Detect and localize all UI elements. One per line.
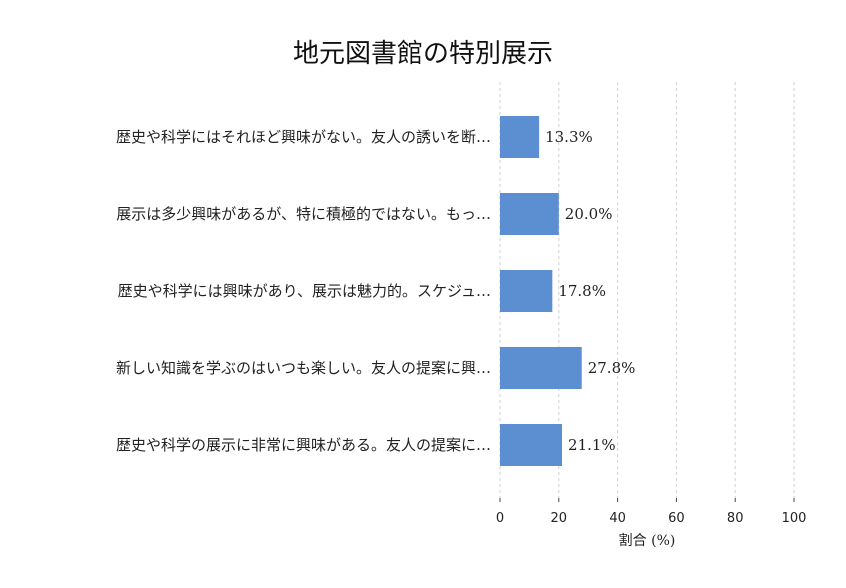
bar: [500, 270, 553, 312]
bars: [500, 116, 582, 466]
x-tick-label: 60: [668, 511, 685, 526]
chart-title: 地元図書館の特別展示: [293, 39, 553, 69]
category-label: 展示は多少興味があるが、特に積極的ではない。もっ…: [116, 205, 491, 223]
value-label: 27.8%: [588, 359, 636, 377]
value-label: 20.0%: [565, 205, 613, 223]
x-tick-label: 40: [609, 511, 626, 526]
bar: [500, 347, 582, 389]
value-label: 21.1%: [568, 436, 616, 454]
x-tick-label: 100: [782, 511, 807, 526]
x-tick-label: 0: [496, 511, 504, 526]
category-label: 新しい知識を学ぶのはいつも楽しい。友人の提案に興…: [116, 359, 491, 377]
bar: [500, 116, 540, 158]
category-label: 歴史や科学の展示に非常に興味がある。友人の提案に…: [116, 436, 491, 454]
value-label: 17.8%: [558, 282, 606, 300]
x-axis-title: 割合 (%): [619, 532, 676, 549]
x-tick-label: 80: [727, 511, 744, 526]
x-axis: 0 20 40 60 80 100: [496, 498, 807, 526]
value-label: 13.3%: [545, 128, 593, 146]
bar: [500, 424, 563, 466]
x-tick-label: 20: [551, 511, 568, 526]
value-labels: 13.3% 20.0% 17.8% 27.8% 21.1%: [545, 128, 635, 454]
category-labels: 歴史や科学にはそれほど興味がない。友人の誘いを断… 展示は多少興味があるが、特に積…: [116, 128, 491, 454]
category-label: 歴史や科学には興味があり、展示は魅力的。スケジュ…: [118, 282, 491, 300]
bar: [500, 193, 559, 235]
category-label: 歴史や科学にはそれほど興味がない。友人の誘いを断…: [116, 128, 491, 146]
